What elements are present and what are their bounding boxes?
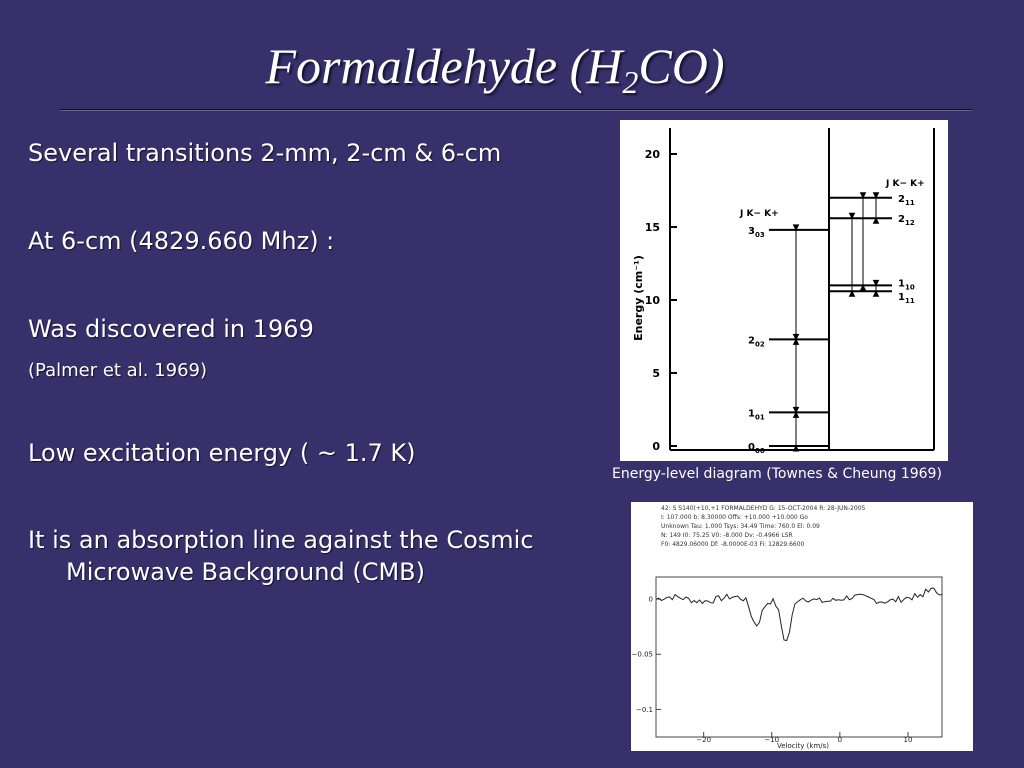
arrow-head — [792, 224, 800, 232]
level-label: 202 — [748, 335, 765, 348]
bullet-absorption: It is an absorption line against the Cos… — [28, 524, 534, 588]
arrow-head — [872, 192, 880, 199]
arrow-head — [859, 284, 867, 291]
spectrum-x-tick-label: 0 — [838, 736, 842, 744]
bullet-discovery: Was discovered in 1969 — [28, 315, 314, 343]
title-divider-highlight — [60, 110, 972, 111]
level-label: 211 — [898, 194, 915, 207]
bullet-excitation: Low excitation energy ( ~ 1.7 K) — [28, 439, 416, 467]
slide-title: Formaldehyde (H2CO) — [0, 38, 990, 98]
arrow-head — [848, 212, 856, 220]
arrow-head — [872, 279, 880, 287]
title-main: Formaldehyde (H — [265, 38, 623, 94]
level-label: 111 — [898, 292, 915, 305]
spectrum-header-line: F0: 4829.06000 Df: -8.0000E-03 Fi: 12829… — [661, 541, 805, 548]
energy-tick-label: 20 — [645, 148, 661, 161]
level-label: 000 — [748, 442, 765, 455]
level-label: 101 — [748, 408, 765, 421]
energy-tick-label: 15 — [645, 221, 660, 234]
spectrum-x-tick-label: 10 — [903, 736, 912, 744]
level-label: 110 — [898, 278, 915, 291]
spectrum-y-tick-label: −0.05 — [632, 651, 653, 659]
arrow-head — [872, 290, 880, 297]
spectrum-y-tick-label: 0 — [649, 596, 653, 604]
energy-axis-label: Energy (cm⁻¹) — [632, 255, 645, 341]
spectrum-x-tick-label: −20 — [696, 736, 711, 744]
level-label: 303 — [748, 226, 765, 239]
spectrum-header-line: N: 149 I0: 75.25 V0: -8.000 Dv: -0.4966 … — [661, 532, 793, 539]
energy-tick-label: 5 — [652, 367, 660, 380]
left-column-header: J K− K+ — [739, 209, 779, 219]
spectrum-y-tick-label: −0.1 — [636, 706, 653, 714]
arrow-head — [792, 444, 800, 452]
arrow-head — [848, 290, 856, 297]
bullet-absorption-line2: Microwave Background (CMB) — [66, 558, 425, 586]
arrow-head — [872, 217, 880, 224]
bullet-absorption-line1: It is an absorption line against the Cos… — [28, 526, 534, 554]
bullet-6cm: At 6-cm (4829.660 Mhz) : — [28, 227, 335, 255]
spectrum-line — [655, 587, 943, 642]
spectrum-svg: 42: S S140(+10,+1 FORMALDEHYD G: 15-OCT-… — [632, 505, 943, 750]
energy-tick-label: 10 — [645, 294, 661, 307]
spectrum-plot: 42: S S140(+10,+1 FORMALDEHYD G: 15-OCT-… — [631, 502, 973, 751]
spectrum-header-line: Unknown Tau: 1.000 Tsys: 34.49 Time: 760… — [661, 523, 820, 530]
arrow-head — [792, 338, 800, 345]
spectrum-header-line: 42: S S140(+10,+1 FORMALDEHYD G: 15-OCT-… — [661, 505, 866, 512]
level-label: 212 — [898, 214, 915, 227]
title-tail: CO) — [638, 38, 725, 94]
arrow-head — [859, 192, 867, 199]
energy-diagram-svg: Energy (cm⁻¹) 0 5 10 15 20 000 101 202 303 211 21… — [632, 128, 935, 455]
bullet-discovery-ref: (Palmer et al. 1969) — [28, 360, 207, 381]
title-divider — [60, 109, 972, 110]
spectrum-header-line: I: 107.000 b: 8.30000 Offs: +10.000 +10.… — [661, 514, 808, 521]
energy-level-diagram: Energy (cm⁻¹) 0 5 10 15 20 000 101 202 303 211 21… — [620, 120, 948, 461]
spectrum-x-label: Velocity (km/s) — [777, 742, 829, 750]
title-subscript: 2 — [622, 64, 639, 100]
energy-diagram-caption: Energy-level diagram (Townes & Cheung 19… — [612, 466, 942, 482]
right-column-header: J K− K+ — [885, 179, 925, 189]
spectrum-x-tick-label: −10 — [764, 736, 779, 744]
spectrum-frame — [655, 576, 943, 738]
arrow-head — [792, 411, 800, 418]
bullet-transitions: Several transitions 2-mm, 2-cm & 6-cm — [28, 139, 502, 167]
energy-tick-label: 0 — [652, 440, 660, 453]
